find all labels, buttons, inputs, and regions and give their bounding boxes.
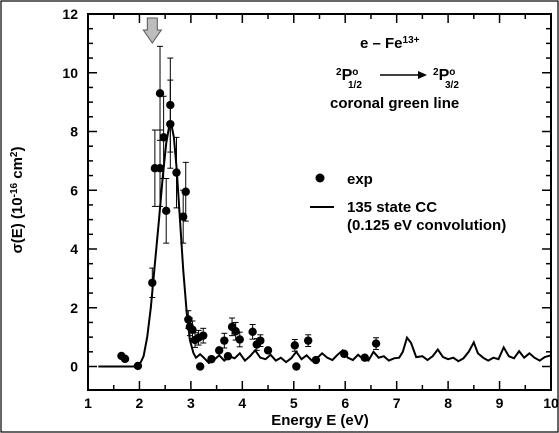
x-tick-label: 8 xyxy=(444,395,452,411)
x-axis-label: Energy E (eV) xyxy=(271,412,369,429)
y-label-base: σ(E) (10 xyxy=(9,197,26,253)
data-point xyxy=(159,133,168,142)
x-tick-label: 5 xyxy=(290,395,298,411)
y-tick-label: 4 xyxy=(70,241,78,257)
y-label-exp2: 2 xyxy=(9,151,20,157)
data-point xyxy=(248,327,257,337)
data-point xyxy=(360,353,369,362)
data-point xyxy=(133,361,143,371)
data-point xyxy=(303,336,313,345)
legend-label-cc: 135 state CC xyxy=(347,199,437,216)
annotation-from-sub: 1/2 xyxy=(348,80,362,91)
y-tick-label: 0 xyxy=(70,359,78,375)
y-tick-label: 10 xyxy=(62,65,78,81)
data-point xyxy=(339,349,349,359)
data-point xyxy=(148,278,157,287)
x-tick-label: 4 xyxy=(238,395,246,411)
annotation-to-sub: 3/2 xyxy=(445,80,459,91)
data-point xyxy=(235,335,244,344)
annotation: e – Fe13+ 2Po 1/2 2Po 3/2 coronal green … xyxy=(330,35,459,113)
legend: exp 135 state CC (0.125 eV convolution) xyxy=(310,171,506,234)
annotation-line-name: coronal green line xyxy=(330,95,459,112)
legend-label-exp: exp xyxy=(347,171,373,188)
x-tick-label: 7 xyxy=(393,395,401,411)
annotation-ion: e – Fe13+ xyxy=(360,35,420,53)
data-point xyxy=(184,315,193,324)
data-point xyxy=(256,336,265,345)
transition-arrow-icon xyxy=(380,71,427,79)
y-label-mid: cm xyxy=(9,157,26,183)
data-point xyxy=(290,341,300,350)
data-point xyxy=(292,362,301,371)
data-point xyxy=(214,346,224,355)
to-sup-o: o xyxy=(449,67,455,78)
data-point xyxy=(172,168,181,177)
data-point xyxy=(231,327,240,336)
data-point xyxy=(155,89,165,98)
data-point xyxy=(161,206,171,216)
y-tick-label: 12 xyxy=(62,6,78,22)
data-point xyxy=(120,354,130,364)
x-tick-label: 3 xyxy=(187,395,195,411)
annotation-ion-base: e – Fe xyxy=(360,35,403,52)
x-tick-label: 1 xyxy=(84,395,92,411)
y-tick-label: 8 xyxy=(70,124,78,140)
from-sup: 2 xyxy=(336,67,342,78)
axis-ticks xyxy=(87,13,552,390)
data-point xyxy=(223,352,233,361)
y-axis-label: σ(E) (10-16 cm2) xyxy=(9,147,27,254)
data-point xyxy=(166,119,175,129)
data-point xyxy=(178,212,188,221)
to-letter: P xyxy=(439,67,450,84)
data-point xyxy=(311,355,321,365)
legend-marker-exp xyxy=(315,173,325,183)
data-point xyxy=(371,339,381,348)
annotation-ion-charge: 13+ xyxy=(403,35,420,46)
data-point xyxy=(220,336,229,345)
annotation-transition-to: 2Po xyxy=(433,67,455,85)
y-tick-label: 6 xyxy=(70,182,78,198)
annotation-transition-from: 2Po xyxy=(336,67,358,85)
data-point xyxy=(195,362,205,371)
x-tick-label: 9 xyxy=(496,395,504,411)
series-points-exp xyxy=(117,89,381,371)
data-point xyxy=(155,164,165,173)
series-line-cc xyxy=(98,122,552,368)
to-sup: 2 xyxy=(433,67,439,78)
from-sup-o: o xyxy=(352,67,358,78)
data-point xyxy=(263,346,273,355)
data-point xyxy=(188,325,197,334)
down-arrow-icon xyxy=(142,17,163,44)
legend-label-cc-line2: (0.125 eV convolution) xyxy=(347,217,506,234)
x-tick-label: 2 xyxy=(136,395,144,411)
x-tick-label: 6 xyxy=(341,395,349,411)
data-point xyxy=(199,331,208,340)
y-tick-label: 2 xyxy=(70,300,78,316)
y-label-exp1: -16 xyxy=(9,182,20,197)
from-letter: P xyxy=(342,67,353,84)
data-point xyxy=(207,354,216,364)
y-label-end: ) xyxy=(9,147,26,152)
data-point xyxy=(181,187,190,196)
x-tick-label: 10 xyxy=(543,395,559,411)
data-point xyxy=(166,100,175,110)
